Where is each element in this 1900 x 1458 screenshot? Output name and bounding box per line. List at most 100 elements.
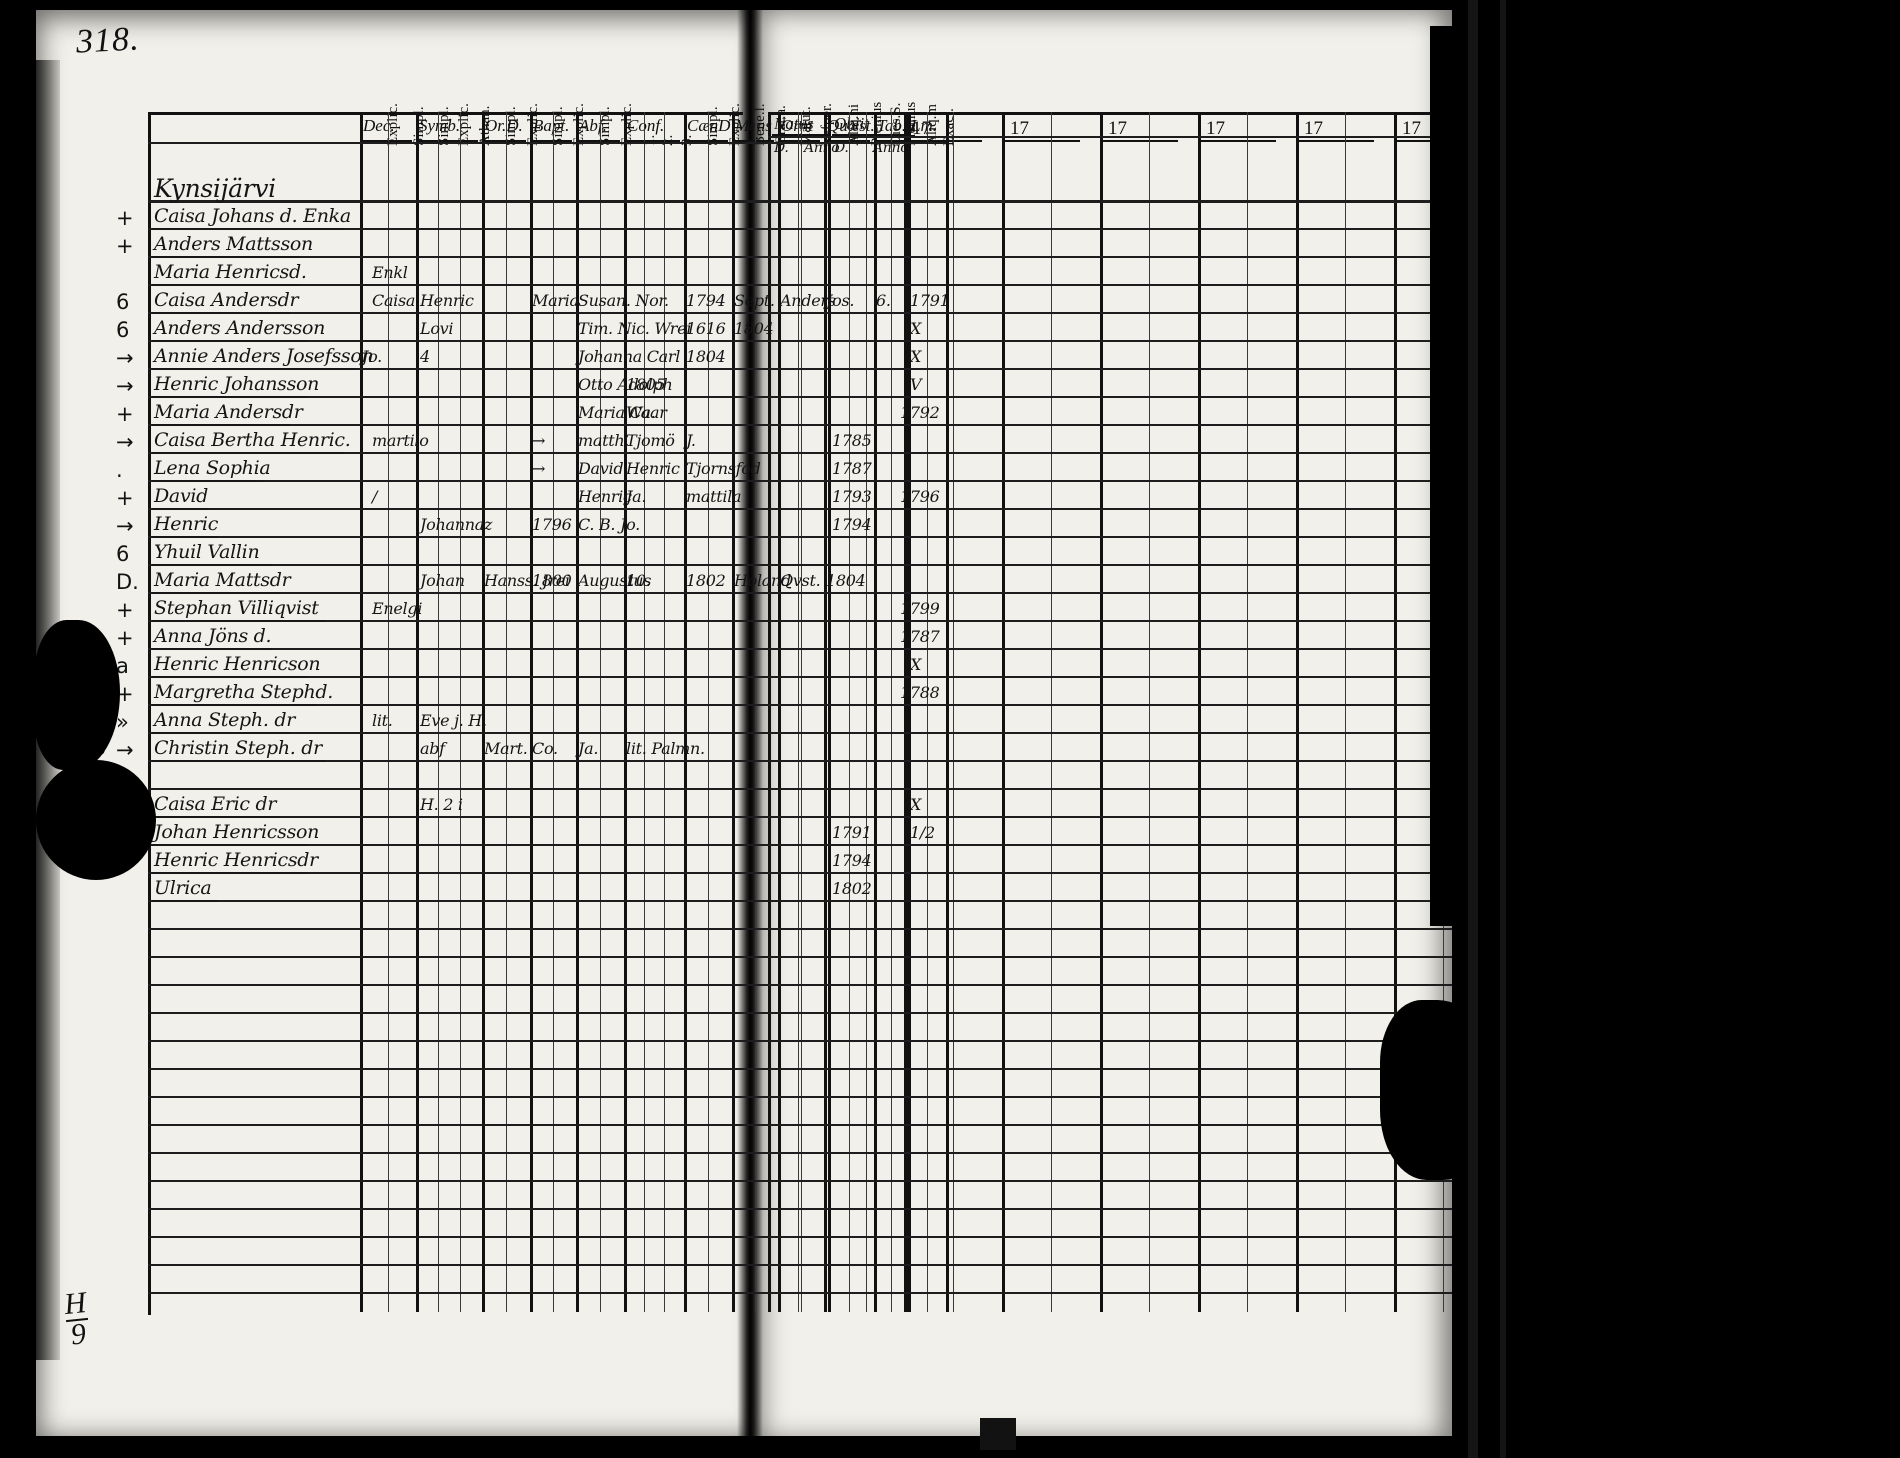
vertical-rule	[530, 112, 533, 1312]
cell-lm: V	[910, 375, 922, 394]
horizontal-rule	[148, 844, 946, 846]
horizontal-rule	[148, 368, 946, 370]
cell-abf: C. B. Jo.	[578, 515, 640, 534]
year-column-header-0: 17	[912, 118, 931, 139]
cell-obiit_anno: 1788	[900, 683, 940, 702]
vertical-rule	[1149, 112, 1150, 1312]
vertical-rule	[824, 112, 827, 1312]
book-gutter-shadow	[737, 0, 763, 1458]
horizontal-rule	[148, 648, 946, 650]
vertical-rule	[849, 112, 850, 1312]
cell-abf: Augustus	[578, 571, 652, 590]
person-name: Caisa Eric dr	[154, 793, 277, 815]
column-header-ornt: Ornt	[781, 116, 813, 136]
column-header-natus: Natus	[774, 114, 814, 133]
row-margin-mark: →	[116, 514, 134, 538]
horizontal-rule	[148, 704, 946, 706]
vertical-rule	[828, 112, 831, 1312]
cell-natus_anno: 1794	[832, 515, 872, 534]
row-margin-mark: +	[116, 402, 134, 426]
horizontal-rule	[148, 312, 946, 314]
person-name-underline	[152, 592, 281, 594]
horizontal-rule	[148, 564, 946, 566]
vertical-rule	[460, 112, 461, 1312]
year-column-header-2: 17	[1108, 118, 1127, 139]
row-margin-mark: +	[116, 626, 134, 650]
column-header-symb: Symb.	[419, 116, 461, 135]
horizontal-rule	[148, 1208, 946, 1210]
person-name: Caisa Andersdr	[154, 289, 299, 311]
vertical-rule	[732, 112, 735, 1312]
horizontal-rule	[768, 844, 1700, 846]
vertical-rule	[1296, 112, 1299, 1312]
cell-natus_anno: 1802	[832, 879, 872, 898]
column-header-obiit: Obiit	[834, 114, 869, 133]
cell-ornt: Anders	[780, 291, 836, 310]
film-edge-right	[1452, 0, 1900, 1458]
column-header-bapt: Bapt.	[533, 116, 570, 135]
vertical-rule	[778, 112, 781, 1312]
vertical-rule	[1345, 112, 1346, 1312]
horizontal-rule	[148, 284, 946, 286]
cell-natus_anno: 1785	[832, 431, 872, 450]
person-name: Johan Henricsson	[154, 821, 320, 843]
cell-cand: Tjornsfod	[686, 459, 761, 478]
cell-cand: 1802	[686, 571, 726, 590]
cell-lm: X	[910, 319, 922, 338]
cell-abf: Maria Ca.	[578, 403, 656, 422]
cell-cand: J.	[686, 431, 696, 450]
vertical-rule	[388, 112, 389, 1312]
film-smudge-left-upper	[34, 620, 120, 770]
person-name: Christin Steph. dr	[154, 737, 322, 759]
column-header-lm: Lm.	[911, 116, 937, 135]
cell-bapt: 1800	[532, 571, 572, 590]
horizontal-rule	[148, 816, 946, 818]
horizontal-rule	[768, 424, 1700, 426]
year-column-header-4: 17	[1304, 118, 1323, 139]
horizontal-rule	[768, 676, 1700, 678]
cell-symb: abf	[420, 739, 445, 758]
vertical-rule	[1198, 112, 1201, 1312]
horizontal-rule	[768, 340, 1700, 342]
cell-lm: X	[910, 347, 922, 366]
person-name: Margretha Stephd.	[154, 681, 333, 703]
year-column-underline-4	[1296, 140, 1374, 142]
folio-mark-denominator: 9	[65, 1317, 91, 1351]
column-header-underline-ornt	[780, 140, 820, 142]
horizontal-rule	[768, 284, 1700, 286]
horizontal-rule	[768, 1152, 1700, 1154]
column-header-underline-dec	[362, 140, 412, 142]
year-column-underline-3	[1198, 140, 1276, 142]
film-strip-1	[1468, 0, 1478, 1458]
film-strip-2	[1500, 0, 1506, 1458]
row-margin-mark: 6	[116, 290, 130, 314]
horizontal-rule	[148, 1124, 946, 1126]
vertical-rule	[1247, 112, 1248, 1312]
vertical-rule	[553, 112, 554, 1312]
row-margin-mark: →	[116, 430, 134, 454]
person-name: Henric	[154, 513, 219, 535]
cell-natus_anno: 1794	[832, 851, 872, 870]
person-name-underline	[152, 424, 290, 426]
column-header-underline-tab	[876, 140, 904, 142]
horizontal-rule	[768, 312, 1700, 314]
cell-abf: David	[578, 459, 624, 478]
horizontal-rule	[148, 1152, 946, 1154]
horizontal-rule	[148, 732, 946, 734]
vertical-rule	[416, 112, 419, 1312]
cell-bapt: Maria	[532, 291, 579, 310]
column-header-mens: Mens	[735, 116, 772, 135]
cell-abf: Johanna Carl	[578, 347, 681, 366]
row-margin-mark: +	[116, 598, 134, 622]
cell-symb: Henric	[420, 291, 474, 310]
cell-dec_explic: Enkl	[372, 263, 408, 282]
cell-bapt: →	[532, 459, 546, 478]
folio-mark-numerator: H	[62, 1286, 88, 1322]
horizontal-rule	[768, 620, 1700, 622]
horizontal-rule	[148, 900, 946, 902]
horizontal-rule	[768, 508, 1700, 510]
row-margin-mark: .	[116, 458, 123, 482]
cell-conf: Tjomö	[626, 431, 675, 450]
horizontal-rule	[148, 676, 946, 678]
cell-symb: Johan	[420, 571, 465, 590]
